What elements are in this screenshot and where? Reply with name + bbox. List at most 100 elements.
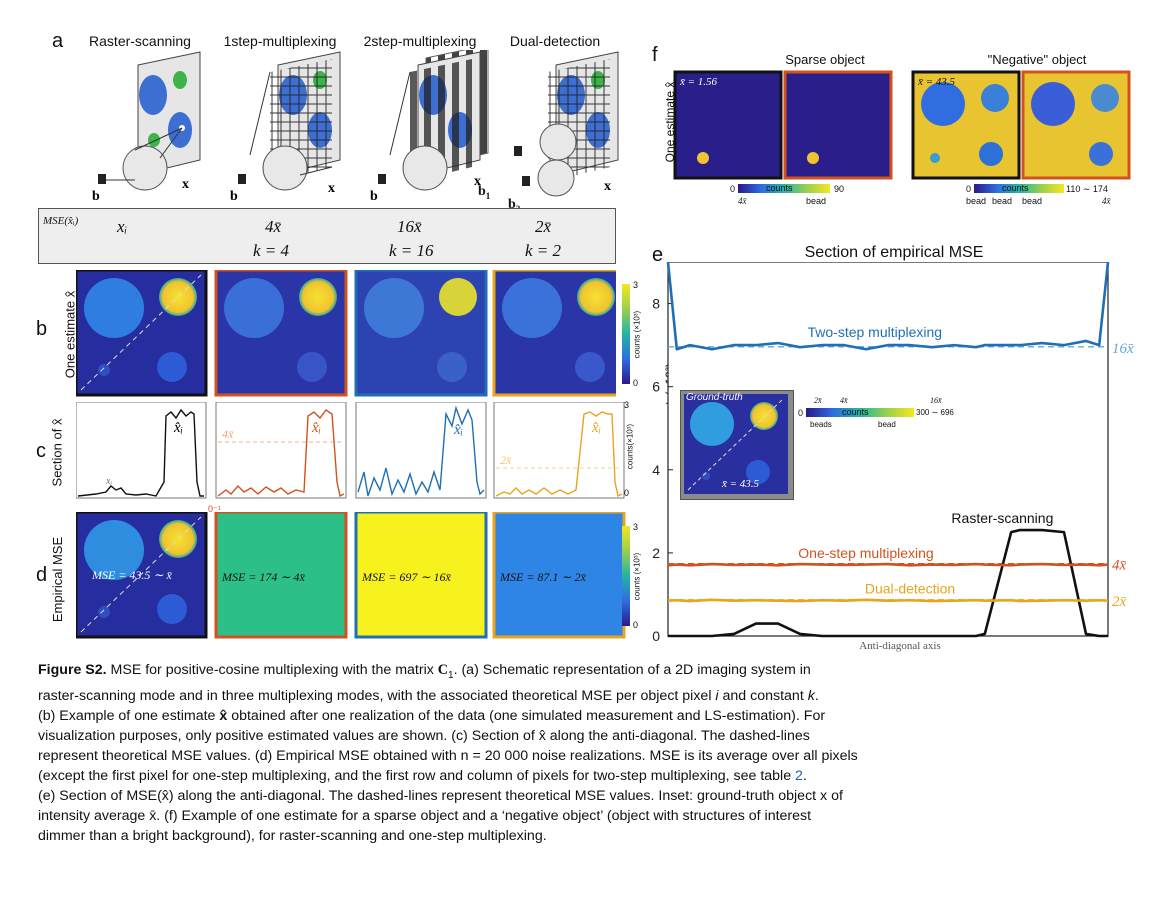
- b-raster: [76, 270, 206, 395]
- svg-text:b: b: [230, 189, 238, 204]
- f-cb2-max: 110 ∼ 174: [1066, 184, 1108, 195]
- d-mse-2step: MSE = 697 ∼ 16x̄: [362, 570, 451, 585]
- mode-title-raster: Raster-scanning: [70, 33, 210, 49]
- f-cb1-t2: bead: [806, 196, 826, 206]
- caption-l2: raster-scanning mode and in three multip…: [38, 688, 715, 704]
- colorbar-d: [622, 526, 630, 626]
- d-mse-raster: MSE = 43.5 ∼ x̄: [92, 568, 172, 583]
- caption-l9: dimmer than a bright background), for ra…: [38, 826, 1138, 846]
- k-2step: k = 16: [389, 241, 434, 261]
- series-label: One-step multiplexing: [798, 545, 933, 561]
- panel-label-b: b: [36, 318, 47, 341]
- y-tick-label: 0: [652, 628, 660, 644]
- theory-label: 4x̄: [1112, 558, 1127, 574]
- caption-table-link[interactable]: 2: [795, 768, 803, 784]
- svg-text:x̂ᵢ: x̂ᵢ: [453, 422, 463, 438]
- svg-text:4x̄: 4x̄: [222, 427, 234, 441]
- f-cb2-min: 0: [966, 184, 971, 194]
- d-mse-1step: MSE = 174 ∼ 4x̄: [222, 570, 305, 585]
- caption-l2c: .: [815, 688, 819, 704]
- caption-l3a: (b) Example of one estimate: [38, 708, 219, 724]
- figure-caption: Figure S2. MSE for positive-cosine multi…: [38, 660, 1138, 846]
- axis-empirical: Empirical MSE: [50, 532, 65, 627]
- caption-l2k: k: [808, 688, 815, 704]
- svg-text:x: x: [328, 181, 335, 196]
- c-2step: x̂ᵢ: [356, 402, 486, 498]
- mse-2step: 16x̄: [397, 217, 422, 237]
- inset-t4: 4x̄: [840, 396, 848, 405]
- svg-text:2x̄: 2x̄: [500, 453, 512, 467]
- mode-title-1step: 1step-multiplexing: [210, 33, 350, 49]
- f-sparse-mean: x̄ = 1.56: [680, 76, 717, 88]
- panel-label-f: f: [652, 44, 658, 67]
- mse-head: MSE(x̂ᵢ): [43, 215, 78, 227]
- f-cb1-min: 0: [730, 184, 735, 194]
- f-cb1-t1: 4x̄: [738, 196, 747, 206]
- b-2step: [356, 270, 486, 395]
- chart-xlabel: Anti-diagonal axis: [790, 640, 1010, 652]
- series-label: Two-step multiplexing: [807, 324, 942, 340]
- k-1step: k = 4: [253, 241, 289, 261]
- svg-text:x: x: [604, 179, 611, 194]
- caption-l1b: . (a) Schematic representation of a 2D i…: [454, 662, 811, 678]
- b-1step: [216, 270, 346, 395]
- f-cb2-t3: bead: [1022, 196, 1042, 206]
- f-cb1-label: counts: [766, 183, 793, 193]
- theory-label: 16x̄: [1112, 341, 1134, 357]
- y-tick-label: 8: [652, 296, 660, 312]
- f-cb1-max: 90: [834, 184, 844, 194]
- y-tick-label: 4: [652, 462, 660, 478]
- caption-l4: visualization purposes, only positive es…: [38, 726, 1138, 746]
- c-tick-top: 3: [624, 400, 629, 410]
- chart-title: Section of empirical MSE: [668, 244, 1120, 262]
- raster-schematic: x b: [92, 52, 200, 204]
- mse-1step: 4x̄: [265, 217, 281, 237]
- svg-text:b: b: [370, 189, 378, 204]
- svg-text:x̂ᵢ: x̂ᵢ: [591, 420, 601, 436]
- axis-section: Section of x̂: [50, 408, 65, 498]
- c-tick-low: 0: [624, 488, 629, 498]
- colorbar-b: [622, 284, 630, 384]
- svg-text:b: b: [92, 189, 100, 204]
- f-cb2-t2: bead: [992, 196, 1012, 206]
- f-negative-title: "Negative" object: [912, 52, 1162, 67]
- c-dual: x̂ᵢ 2x̄: [494, 402, 624, 498]
- f-cb2-t1: bead: [966, 196, 986, 206]
- series-line: [668, 564, 1108, 565]
- svg-text:x̂ᵢ: x̂ᵢ: [173, 420, 183, 436]
- d-mse-dual: MSE = 87.1 ∼ 2x̄: [500, 570, 586, 585]
- f-cb2-label: counts: [1002, 183, 1029, 193]
- c-1step: x̂ᵢ 4x̄: [216, 402, 346, 498]
- schematic-diagram: x b x b x b x: [60, 50, 630, 205]
- inset-cb-label: counts: [842, 407, 869, 417]
- series-label: Raster-scanning: [951, 510, 1053, 526]
- series-label: Dual-detection: [865, 581, 955, 597]
- caption-l2b: and constant: [719, 688, 808, 704]
- caption-l3b: obtained after one realization of the da…: [227, 708, 825, 724]
- b-dual: [494, 270, 616, 395]
- panel-c-plots: x̂ᵢ xᵢ x̂ᵢ 4x̄ x̂ᵢ x̂ᵢ 2x̄: [76, 402, 636, 502]
- inset-t2: 2x̄: [814, 396, 822, 405]
- caption-l6a: (except the first pixel for one-step mul…: [38, 768, 795, 784]
- 1step-schematic: x b: [230, 52, 340, 204]
- panel-label-d: d: [36, 564, 47, 587]
- caption-l7: (e) Section of MSE(x̂) along the anti-di…: [38, 786, 1138, 806]
- mse-raster: xᵢ: [117, 217, 127, 237]
- mode-title-dual: Dual-detection: [485, 33, 625, 49]
- inset-title: Ground-truth: [686, 392, 743, 403]
- inset-t16: 16x̄: [930, 396, 942, 405]
- caption-l8: intensity average x̄. (f) Example of one…: [38, 806, 1138, 826]
- mse-dual: 2x̄: [535, 217, 551, 237]
- svg-text:x: x: [182, 177, 189, 192]
- f-cb2-t4: 4x̄: [1102, 196, 1111, 206]
- dual-schematic: x: [514, 52, 618, 196]
- panel-label-c: c: [36, 440, 46, 463]
- inset-cb-max: 300 ∼ 696: [916, 408, 954, 417]
- inset-bead: bead: [878, 420, 896, 429]
- svg-text:xᵢ: xᵢ: [105, 476, 112, 487]
- caption-l6b: .: [803, 768, 807, 784]
- f-sparse-1step: [785, 72, 891, 178]
- inset-mean: x̄ = 43.5: [722, 478, 759, 490]
- f-negative-mean: x̄ = 43.5: [918, 76, 955, 88]
- inset-beads: beads: [810, 420, 832, 429]
